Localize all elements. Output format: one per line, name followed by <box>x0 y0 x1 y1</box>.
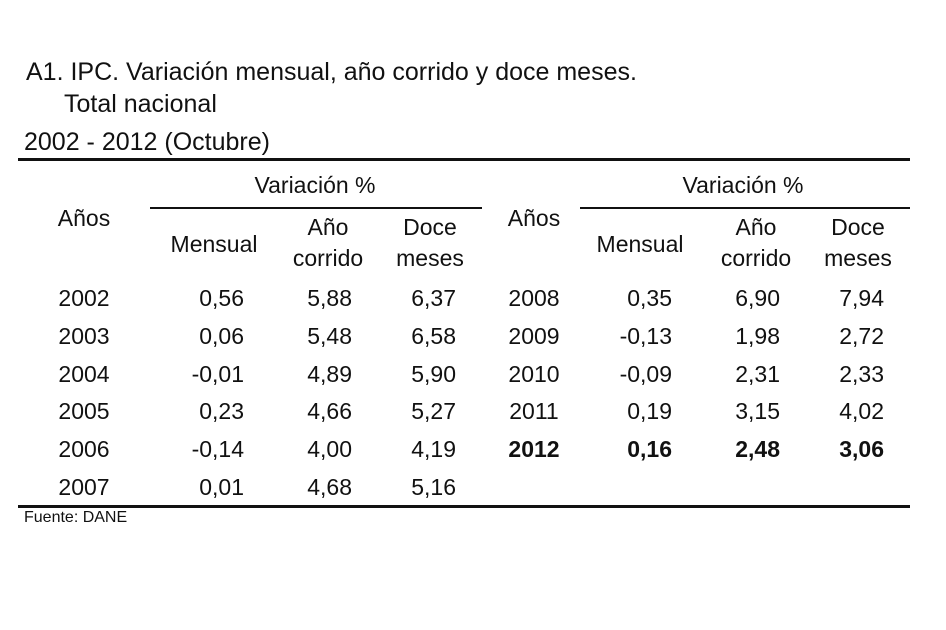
left-variation-header: Variación % <box>254 172 376 198</box>
ytd-cell: 3,15 <box>735 398 780 424</box>
right-twelve-header-line2: meses <box>824 245 892 271</box>
year-cell: 2008 <box>508 285 560 311</box>
ytd-cell: 5,48 <box>307 323 352 349</box>
twelve-cell: 5,90 <box>411 361 456 387</box>
twelve-cell: 4,19 <box>411 436 456 462</box>
monthly-cell: -0,01 <box>191 361 244 387</box>
monthly-cell: 0,16 <box>627 436 672 462</box>
year-cell: 2011 <box>509 398 559 424</box>
left-twelve-header-line2: meses <box>396 245 464 271</box>
left-ytd-header-line2: corrido <box>292 245 364 271</box>
monthly-cell: 0,35 <box>627 285 672 311</box>
left-years-header: Años <box>57 205 111 231</box>
year-cell: 2003 <box>58 323 110 349</box>
year-cell: 2002 <box>58 285 110 311</box>
twelve-cell: 5,27 <box>411 398 456 424</box>
table-title: A1. IPC. Variación mensual, año corrido … <box>26 58 637 86</box>
ytd-cell: 4,66 <box>307 398 352 424</box>
left-monthly-header: Mensual <box>170 231 258 257</box>
left-ytd-header: Año corrido <box>278 212 378 274</box>
ytd-cell: 4,68 <box>307 474 352 500</box>
twelve-cell: 4,02 <box>839 398 884 424</box>
right-ytd-header: Año corrido <box>706 212 806 274</box>
left-ytd-header-line1: Año <box>307 214 349 240</box>
year-cell: 2010 <box>508 361 560 387</box>
twelve-cell: 6,37 <box>411 285 456 311</box>
monthly-cell: -0,09 <box>619 361 672 387</box>
monthly-cell: -0,14 <box>191 436 244 462</box>
right-variation-header: Variación % <box>682 172 804 198</box>
twelve-cell: 7,94 <box>839 285 884 311</box>
right-twelve-header-line1: Doce <box>831 214 885 240</box>
ytd-cell: 2,48 <box>735 436 780 462</box>
right-twelve-header: Doce meses <box>808 212 908 274</box>
twelve-cell: 2,33 <box>839 361 884 387</box>
ytd-cell: 2,31 <box>735 361 780 387</box>
monthly-cell: 0,01 <box>199 474 244 500</box>
twelve-cell: 2,72 <box>839 323 884 349</box>
bottom-rule <box>18 505 910 508</box>
table-subtitle: Total nacional <box>64 90 217 118</box>
right-ytd-header-line2: corrido <box>720 245 792 271</box>
right-ytd-header-line1: Año <box>735 214 777 240</box>
monthly-cell: 0,19 <box>627 398 672 424</box>
ytd-cell: 1,98 <box>735 323 780 349</box>
ytd-cell: 4,00 <box>307 436 352 462</box>
right-variation-rule <box>580 207 910 209</box>
right-monthly-header: Mensual <box>596 231 684 257</box>
year-cell: 2005 <box>58 398 110 424</box>
ytd-cell: 5,88 <box>307 285 352 311</box>
right-years-header: Años <box>507 205 561 231</box>
year-cell: 2009 <box>508 323 560 349</box>
year-cell: 2004 <box>58 361 110 387</box>
year-cell: 2012 <box>508 436 560 462</box>
left-twelve-header: Doce meses <box>380 212 480 274</box>
monthly-cell: 0,06 <box>199 323 244 349</box>
year-cell: 2006 <box>58 436 110 462</box>
left-variation-rule <box>150 207 482 209</box>
ytd-cell: 4,89 <box>307 361 352 387</box>
monthly-cell: 0,23 <box>199 398 244 424</box>
top-rule <box>18 158 910 161</box>
twelve-cell: 5,16 <box>411 474 456 500</box>
monthly-cell: -0,13 <box>619 323 672 349</box>
twelve-cell: 3,06 <box>839 436 884 462</box>
year-cell: 2007 <box>58 474 110 500</box>
table-period: 2002 - 2012 (Octubre) <box>24 128 270 156</box>
source-note: Fuente: DANE <box>24 509 128 526</box>
left-twelve-header-line1: Doce <box>403 214 457 240</box>
monthly-cell: 0,56 <box>199 285 244 311</box>
twelve-cell: 6,58 <box>411 323 456 349</box>
ytd-cell: 6,90 <box>735 285 780 311</box>
